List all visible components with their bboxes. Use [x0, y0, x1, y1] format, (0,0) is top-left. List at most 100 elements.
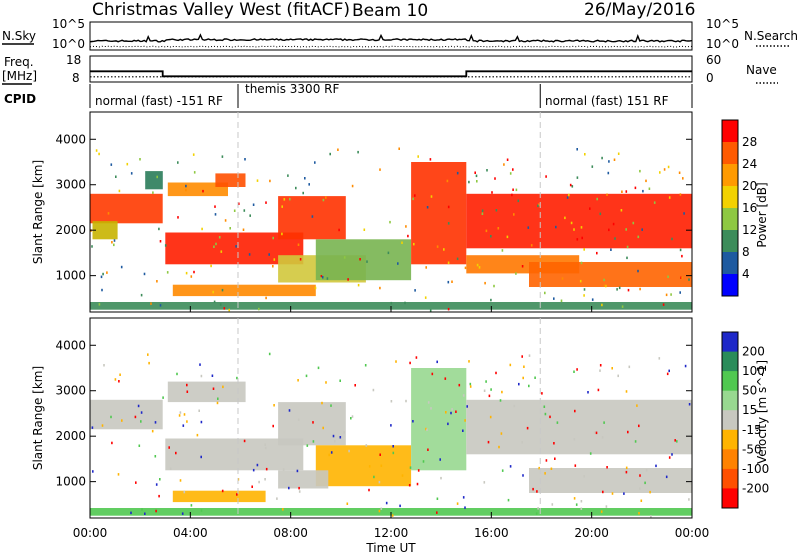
power-speck: [366, 260, 368, 263]
velocity-speck: [186, 383, 188, 387]
power-speck: [314, 161, 316, 164]
power-speck: [599, 212, 602, 216]
colorbar-swatch: [722, 410, 738, 431]
colorbar-swatch: [722, 390, 738, 411]
colorbar-swatch: [722, 468, 738, 489]
nave-label: Nave: [746, 63, 777, 77]
velocity-speck: [450, 411, 452, 415]
cpid-segment-3: normal (fast) 151 RF: [545, 94, 669, 108]
power-speck: [269, 179, 271, 183]
power-region-2: [145, 171, 163, 190]
velocity-speck: [103, 364, 105, 367]
colorbar-frame: [721, 119, 739, 297]
power-speck: [663, 168, 666, 171]
velocity-region-4: [172, 490, 266, 503]
power-speck: [98, 152, 100, 156]
velocity-speck: [392, 445, 394, 448]
velocity-speck: [412, 420, 414, 423]
power-speck: [446, 179, 449, 183]
power-speck: [566, 196, 569, 199]
power-speck: [256, 179, 259, 182]
velocity-speck: [251, 485, 253, 488]
velocity-speck: [523, 365, 525, 368]
colorbar-tick-label: 24: [742, 157, 757, 171]
power-speck: [118, 189, 121, 193]
power-speck: [478, 266, 481, 269]
velocity-speck: [409, 466, 412, 469]
velocity-speck: [183, 413, 186, 416]
power-speck: [625, 228, 627, 231]
power-speck: [603, 278, 605, 282]
velocity-speck: [603, 421, 605, 424]
power-speck: [668, 196, 671, 199]
power-y-ticks: 4000 3000 2000 1000: [55, 132, 692, 283]
colorbar-swatch: [722, 186, 738, 209]
power-speck: [481, 212, 484, 215]
velocity-speck: [499, 399, 502, 402]
colorbar-swatch: [722, 351, 738, 372]
velocity-speck: [264, 446, 267, 450]
power-speck: [642, 189, 644, 193]
velocity-speck: [551, 503, 554, 506]
power-speck: [568, 193, 570, 197]
velocity-speck: [658, 357, 661, 360]
power-speck: [481, 209, 484, 212]
velocity-speck: [130, 511, 132, 515]
x-tick-label: 12:00: [374, 526, 409, 540]
nsky-right-tick-high: 10^5: [706, 17, 739, 31]
velocity-speck: [147, 353, 149, 356]
velocity-speck: [200, 509, 203, 512]
power-speck: [486, 169, 488, 172]
power-speck: [530, 244, 533, 247]
velocity-speck: [272, 424, 274, 428]
power-speck: [233, 209, 236, 212]
power-speck: [456, 257, 459, 261]
velocity-speck: [365, 444, 368, 447]
power-speck: [639, 287, 641, 291]
power-speck: [143, 272, 146, 276]
y-tick-label: 4000: [55, 338, 86, 352]
power-speck: [158, 227, 160, 231]
power-speck: [513, 213, 515, 216]
velocity-speck: [440, 476, 442, 480]
velocity-speck: [409, 361, 411, 365]
power-speck: [164, 244, 167, 247]
power-speck: [447, 222, 450, 225]
y-tick-label: 3000: [55, 384, 86, 398]
power-speck: [417, 155, 419, 158]
power-speck: [506, 158, 509, 161]
power-speck: [447, 205, 450, 209]
velocity-speck: [597, 388, 600, 392]
colorbar-swatch: [722, 252, 738, 275]
power-speck: [580, 226, 583, 229]
velocity-speck: [221, 489, 224, 493]
velocity-speck: [256, 463, 259, 467]
velocity-speck: [587, 391, 589, 394]
velocity-speck: [368, 488, 370, 492]
power-speck: [405, 225, 407, 228]
colorbar-swatch: [722, 208, 738, 231]
velocity-speck: [328, 453, 330, 457]
velocity-speck: [543, 405, 546, 408]
velocity-speck: [91, 426, 94, 429]
nsky-left-tick-high: 10^5: [52, 17, 85, 31]
velocity-speck: [611, 367, 613, 370]
time-markers: [237, 112, 541, 518]
velocity-speck: [574, 409, 576, 413]
power-speck: [295, 186, 297, 190]
velocity-speck: [668, 369, 670, 373]
power-speck: [601, 303, 603, 307]
power-speck: [620, 209, 623, 212]
power-speck: [591, 298, 594, 301]
power-speck: [351, 184, 354, 188]
velocity-speck: [556, 421, 559, 424]
velocity-speck: [541, 392, 543, 395]
power-speck: [193, 171, 196, 174]
power-speck: [456, 171, 459, 175]
colorbar-tick-label: -50: [742, 442, 762, 456]
power-speck: [583, 288, 586, 291]
power-speck: [436, 245, 439, 248]
power-speck: [621, 190, 623, 193]
colorbar-tick-label: -200: [742, 481, 769, 495]
velocity-region-9: [529, 468, 692, 493]
